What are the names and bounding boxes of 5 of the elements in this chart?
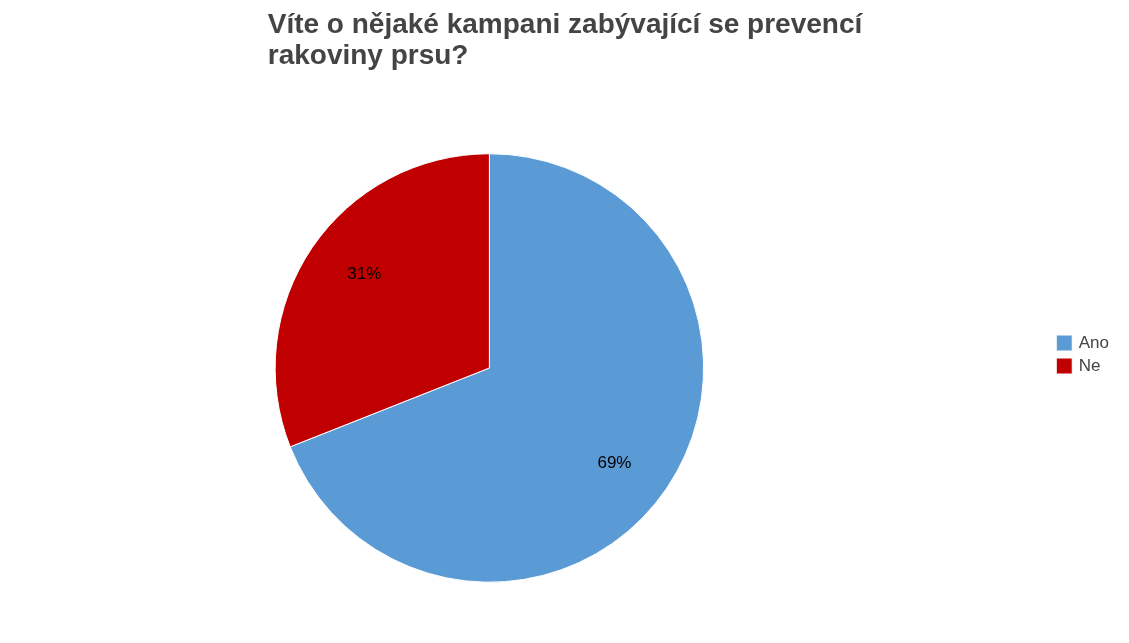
data-label: 31% [347, 264, 382, 284]
legend-label: Ne [1078, 355, 1101, 375]
legend-label: Ano [1078, 332, 1109, 352]
chart-title: Víte o nějaké kampani zabývající se prevencí rakoviny prsu? [267, 7, 864, 70]
data-label: 69% [597, 452, 632, 472]
